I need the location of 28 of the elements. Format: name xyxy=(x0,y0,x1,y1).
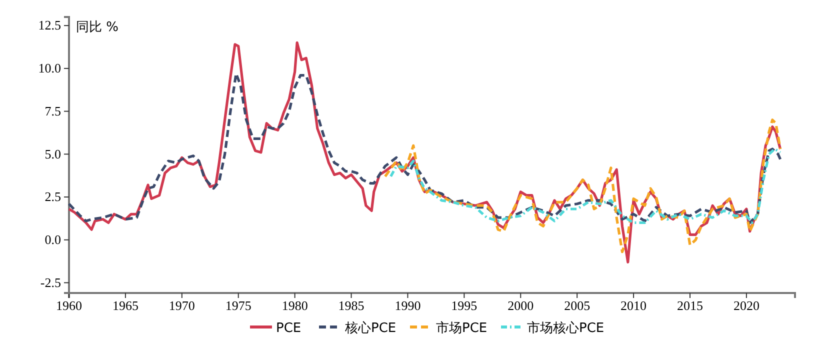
x-tick-label: 1985 xyxy=(338,298,364,314)
y-tick-label: 5.0 xyxy=(44,146,61,162)
legend-label: PCE xyxy=(276,321,302,336)
line-series xyxy=(68,72,782,224)
x-tick-label: 2020 xyxy=(733,298,760,314)
x-tick-label: 1975 xyxy=(225,298,252,314)
x-tick-label: 2005 xyxy=(564,298,590,314)
line-series xyxy=(389,148,782,224)
legend-label: 市场PCE xyxy=(436,321,488,336)
line-series xyxy=(384,118,782,254)
x-tick-label: 1965 xyxy=(112,298,138,314)
y-tick-label: 7.5 xyxy=(44,103,61,118)
x-tick-label: 2010 xyxy=(620,298,647,314)
x-tick-label: 1960 xyxy=(56,298,82,314)
x-tick-label: 2000 xyxy=(508,298,534,314)
legend-label: 市场核心PCE xyxy=(527,320,604,336)
y-tick-label: 2.5 xyxy=(44,189,61,204)
x-tick-label: 2015 xyxy=(676,298,703,314)
x-tick-label: 1990 xyxy=(394,298,421,314)
x-tick-label: 1980 xyxy=(282,298,308,314)
y-tick-label: 0.0 xyxy=(44,232,61,248)
y-tick-label: 12.5 xyxy=(38,18,61,33)
y-axis-title: 同比 % xyxy=(76,20,118,35)
x-tick-label: 1970 xyxy=(168,298,195,314)
y-tick-label: -2.5 xyxy=(40,274,61,290)
x-tick-label: 1995 xyxy=(451,298,478,314)
y-tick-label: 10.0 xyxy=(38,60,61,76)
legend-label: 核心PCE xyxy=(344,320,396,336)
